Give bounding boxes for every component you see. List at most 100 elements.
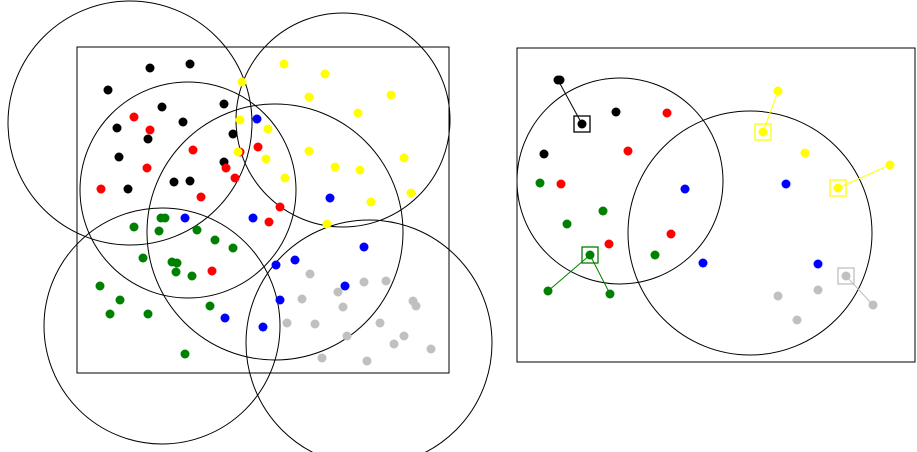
data-point-red bbox=[96, 184, 106, 194]
data-point-blue bbox=[275, 295, 285, 305]
data-point-green bbox=[228, 243, 238, 253]
connector-line-yellow bbox=[762, 90, 779, 133]
data-point-red bbox=[196, 192, 206, 202]
data-point-black bbox=[539, 149, 549, 159]
data-point-gray bbox=[792, 315, 802, 325]
data-point-gray bbox=[381, 276, 391, 286]
data-point-yellow bbox=[386, 90, 396, 100]
connector-line-gray bbox=[845, 275, 874, 306]
data-point-blue bbox=[359, 242, 369, 252]
cluster-circle bbox=[79, 81, 297, 299]
data-point-yellow bbox=[353, 108, 363, 118]
data-point-red bbox=[207, 266, 217, 276]
data-point-yellow bbox=[237, 77, 247, 87]
data-point-gray bbox=[282, 318, 292, 328]
data-point-green bbox=[187, 271, 197, 281]
data-point-red bbox=[666, 229, 676, 239]
data-point-green bbox=[105, 309, 115, 319]
connector-line-yellow bbox=[837, 164, 891, 189]
data-point-blue bbox=[325, 193, 335, 203]
data-point-gray bbox=[333, 287, 343, 297]
data-point-black bbox=[103, 85, 113, 95]
data-point-yellow bbox=[800, 148, 810, 158]
data-point-black bbox=[228, 129, 238, 139]
left-diagram-panel bbox=[7, 0, 493, 452]
cluster-circle bbox=[43, 207, 281, 445]
cluster-circle bbox=[245, 219, 493, 452]
data-point-gray bbox=[305, 269, 315, 279]
representative-point-black bbox=[577, 119, 587, 129]
data-point-red bbox=[604, 239, 614, 249]
data-point-red bbox=[556, 179, 566, 189]
representative-box-green bbox=[581, 246, 599, 264]
data-point-yellow bbox=[279, 59, 289, 69]
data-point-green bbox=[129, 222, 139, 232]
data-point-blue bbox=[781, 179, 791, 189]
data-point-green bbox=[562, 219, 572, 229]
data-point-gray bbox=[813, 285, 823, 295]
data-point-black bbox=[123, 184, 133, 194]
cluster-circle bbox=[7, 0, 253, 246]
data-point-red bbox=[188, 145, 198, 155]
data-point-yellow bbox=[399, 153, 409, 163]
data-point-blue bbox=[248, 213, 258, 223]
data-point-green bbox=[650, 250, 660, 260]
data-point-green bbox=[171, 267, 181, 277]
data-point-gray bbox=[773, 291, 783, 301]
representative-box-yellow bbox=[754, 123, 772, 141]
data-point-yellow bbox=[885, 160, 895, 170]
data-point-black bbox=[185, 176, 195, 186]
data-point-blue bbox=[258, 322, 268, 332]
data-point-yellow bbox=[304, 146, 314, 156]
data-point-green bbox=[160, 213, 170, 223]
data-point-red bbox=[662, 108, 672, 118]
connector-line-black bbox=[557, 79, 583, 125]
data-point-yellow bbox=[355, 165, 365, 175]
representative-box-black bbox=[573, 115, 591, 133]
data-point-blue bbox=[290, 255, 300, 265]
data-point-black bbox=[157, 102, 167, 112]
data-point-yellow bbox=[322, 219, 332, 229]
data-point-green bbox=[95, 281, 105, 291]
data-point-gray bbox=[317, 353, 327, 363]
data-point-blue bbox=[252, 114, 262, 124]
data-point-yellow bbox=[280, 173, 290, 183]
data-point-green bbox=[605, 289, 615, 299]
data-point-green bbox=[535, 178, 545, 188]
cluster-circle bbox=[627, 110, 873, 356]
data-point-gray bbox=[359, 277, 369, 287]
data-point-yellow bbox=[406, 188, 416, 198]
data-point-green bbox=[172, 258, 182, 268]
data-point-red bbox=[230, 173, 240, 183]
data-point-green bbox=[543, 286, 553, 296]
data-point-green bbox=[210, 235, 220, 245]
connector-line-green bbox=[589, 254, 611, 295]
data-point-red bbox=[129, 112, 139, 122]
data-point-gray bbox=[389, 339, 399, 349]
data-point-blue bbox=[813, 259, 823, 269]
right-diagram-panel bbox=[516, 47, 916, 363]
data-point-gray bbox=[868, 300, 878, 310]
data-point-gray bbox=[338, 302, 348, 312]
data-point-blue bbox=[220, 313, 230, 323]
data-point-blue bbox=[680, 184, 690, 194]
data-point-red bbox=[221, 163, 231, 173]
data-point-gray bbox=[426, 344, 436, 354]
data-point-yellow bbox=[304, 92, 314, 102]
data-point-red bbox=[145, 125, 155, 135]
connector-line-green bbox=[547, 254, 591, 292]
data-point-yellow bbox=[320, 69, 330, 79]
data-point-yellow bbox=[261, 154, 271, 164]
left-bounding-box bbox=[76, 46, 450, 374]
data-point-yellow bbox=[263, 124, 273, 134]
data-point-gray bbox=[297, 294, 307, 304]
data-point-green bbox=[192, 225, 202, 235]
data-point-green bbox=[138, 253, 148, 263]
data-point-gray bbox=[399, 331, 409, 341]
data-point-black bbox=[112, 123, 122, 133]
data-point-black bbox=[219, 99, 229, 109]
data-point-black bbox=[185, 59, 195, 69]
representative-box-gray bbox=[837, 267, 855, 285]
representative-box-yellow bbox=[829, 179, 847, 197]
representative-point-yellow bbox=[833, 183, 843, 193]
